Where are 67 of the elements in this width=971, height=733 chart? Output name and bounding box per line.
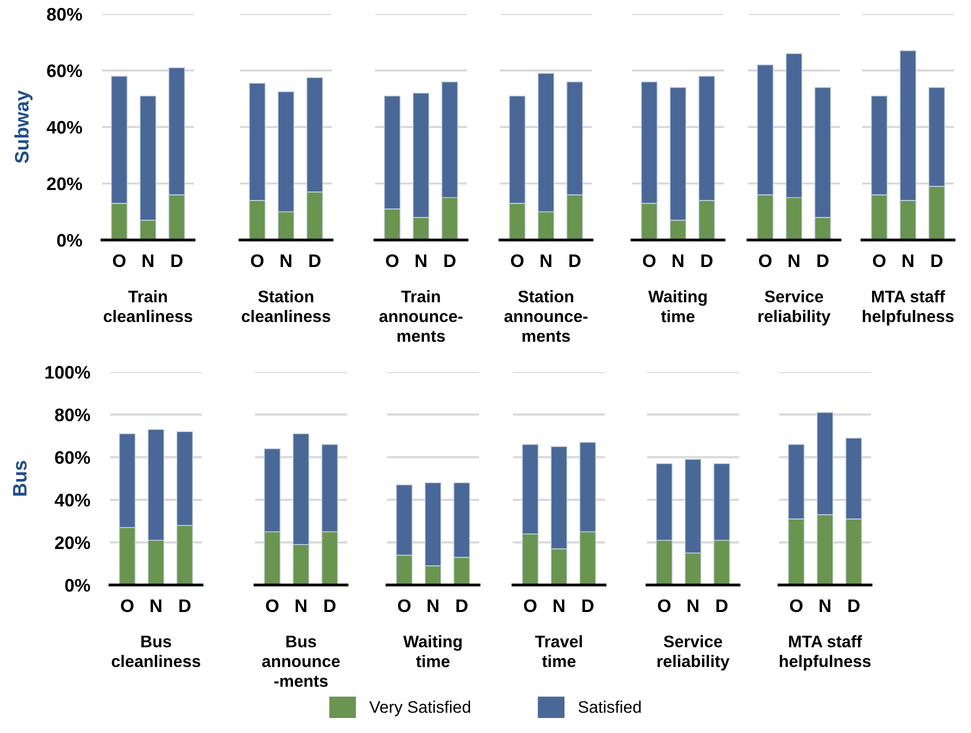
- x-tick-label: D: [171, 254, 183, 267]
- x-axis-title: Waiting time: [403, 635, 462, 668]
- y-tick-label: 40%: [46, 120, 82, 134]
- x-tick-label: O: [266, 599, 279, 612]
- x-axis-title: Bus cleanliness: [112, 636, 200, 668]
- x-tick-label: O: [642, 254, 656, 268]
- y-axis-title: Subway: [14, 90, 33, 164]
- x-tick-label: D: [582, 600, 594, 612]
- x-tick-label: D: [848, 600, 860, 612]
- x-tick-label: O: [790, 599, 803, 612]
- x-tick-label: N: [296, 600, 306, 612]
- y-tick-label: 100%: [46, 366, 90, 379]
- y-tick-label: 60%: [47, 64, 82, 78]
- x-tick-label: D: [701, 254, 713, 267]
- x-tick-label: D: [716, 600, 728, 612]
- x-tick-label: O: [112, 254, 126, 268]
- x-tick-label: D: [309, 254, 321, 267]
- y-tick-label: 40%: [54, 494, 90, 507]
- x-axis-title: Service reliability: [658, 635, 730, 670]
- y-tick-label: 0%: [65, 578, 90, 592]
- x-tick-label: O: [524, 599, 537, 612]
- legend-label: Very Satisfied: [369, 700, 470, 716]
- x-axis-title: Station cleanliness: [242, 290, 330, 322]
- x-tick-label: N: [428, 600, 438, 612]
- x-tick-label: D: [817, 254, 829, 267]
- x-tick-label: N: [688, 600, 698, 612]
- x-axis-title: Bus announce -ments: [262, 636, 340, 687]
- x-tick-label: O: [120, 599, 134, 612]
- x-axis-title: Travel time: [535, 635, 582, 668]
- x-axis-title: MTA staff helpfulness: [780, 635, 871, 670]
- x-tick-label: N: [820, 600, 830, 612]
- y-axis-title: Bus: [13, 460, 27, 496]
- x-tick-label: O: [658, 599, 671, 612]
- y-tick-label: 80%: [54, 408, 90, 422]
- x-tick-label: D: [444, 254, 456, 267]
- x-tick-label: O: [386, 254, 399, 268]
- x-axis-title: Train announce- ments: [379, 290, 462, 342]
- x-tick-label: N: [280, 254, 292, 267]
- x-tick-label: D: [179, 600, 191, 612]
- x-tick-label: D: [931, 254, 943, 267]
- x-tick-label: N: [672, 254, 684, 267]
- x-tick-label: N: [416, 254, 426, 267]
- x-axis-title: MTA staff helpfulness: [862, 290, 954, 326]
- y-tick-label: 20%: [47, 177, 82, 190]
- x-axis-title: Train cleanliness: [104, 290, 192, 322]
- legend-label: Satisfied: [578, 700, 641, 713]
- y-tick-label: 60%: [55, 451, 90, 464]
- x-axis-title: Station announce- ments: [504, 290, 588, 342]
- x-tick-label: N: [902, 254, 914, 267]
- x-tick-label: D: [324, 600, 336, 612]
- x-tick-label: O: [758, 254, 772, 268]
- x-axis-title: Waiting time: [648, 290, 707, 322]
- x-tick-label: N: [788, 254, 800, 267]
- x-tick-label: D: [456, 600, 468, 612]
- x-tick-label: O: [250, 254, 264, 268]
- x-axis-title: Service reliability: [758, 290, 830, 326]
- x-tick-label: O: [510, 254, 524, 268]
- x-tick-label: N: [554, 600, 564, 612]
- y-tick-label: 80%: [46, 8, 82, 21]
- x-tick-label: N: [142, 254, 154, 267]
- x-tick-label: N: [150, 600, 162, 612]
- x-tick-label: O: [872, 254, 886, 268]
- y-tick-label: 20%: [55, 536, 90, 550]
- y-tick-label: 0%: [57, 234, 82, 247]
- x-tick-label: O: [398, 599, 411, 612]
- x-tick-label: D: [569, 254, 581, 267]
- x-tick-label: N: [540, 254, 552, 267]
